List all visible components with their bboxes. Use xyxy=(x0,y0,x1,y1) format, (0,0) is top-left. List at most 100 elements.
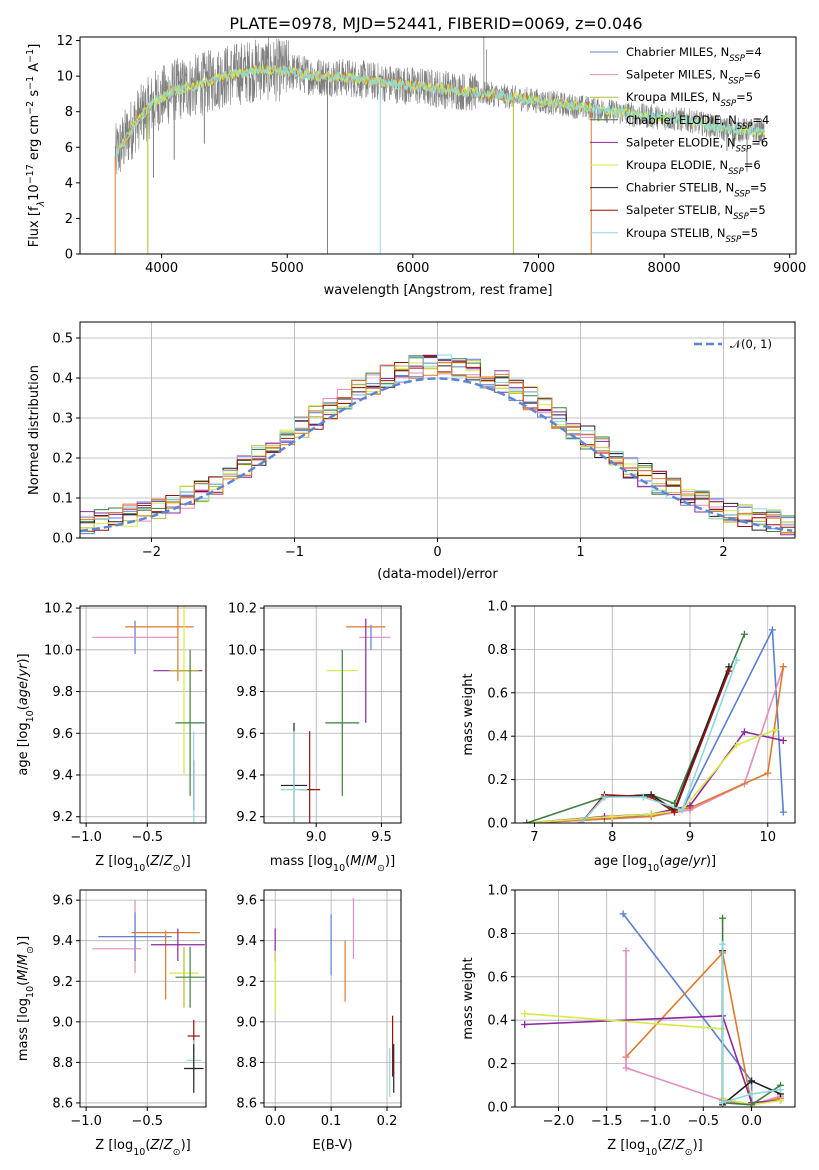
x-tick-label: −1.0 xyxy=(70,830,102,845)
legend-sub: SSP xyxy=(736,144,752,154)
x-tick-label: −0.5 xyxy=(131,1114,163,1129)
label-part: age [log xyxy=(594,854,647,869)
weight-line xyxy=(524,1015,781,1104)
y-tick-label: 10.2 xyxy=(44,602,73,617)
legend-sub: SSP xyxy=(733,212,749,222)
label-part: yr xyxy=(16,662,31,678)
x-tick-label: 10 xyxy=(760,830,777,845)
plot-area xyxy=(523,626,787,823)
panel-mass-vs-Z: −1.0 −0.58.68.89.09.29.49.6Z [log10(Z/Z⊙)… xyxy=(16,889,207,1158)
panel-mass-vs-EBV: 0.0 0.1 0.2 8.6 8.8 9.0 9.2 9.4 9.6 E(B-V) xyxy=(236,889,402,1153)
legend-sub: SSP xyxy=(728,77,744,87)
y-tick-label: 10.2 xyxy=(228,602,257,617)
y-tick-label: 1.0 xyxy=(487,884,508,899)
label-part: mass [log xyxy=(16,998,31,1061)
x-tick-label: −0.5 xyxy=(687,1114,719,1129)
x-tick-label: −1.5 xyxy=(591,1114,623,1129)
y-tick-label: 9.6 xyxy=(52,894,73,909)
label-part: / xyxy=(689,854,694,869)
y-tick-label: 4 xyxy=(65,176,73,191)
y-axis-label: Normed distribution xyxy=(27,365,42,495)
label-part: λ xyxy=(36,201,47,208)
x-tick-label: 8 xyxy=(608,830,616,845)
legend-text: =4 xyxy=(752,113,769,127)
legend-text: Salpeter STELIB, N xyxy=(626,203,733,217)
y-axis-label: mass weight xyxy=(461,957,476,1039)
weight-line xyxy=(526,728,776,823)
y-axis-label: mass weight xyxy=(461,673,476,755)
error-bar-point xyxy=(175,649,205,796)
label-part: 10 xyxy=(27,184,42,201)
data-spectrum xyxy=(114,37,765,175)
label-part: 10 xyxy=(333,863,345,874)
legend-text: Salpeter MILES, N xyxy=(626,68,728,82)
y-tick-label: 9.2 xyxy=(236,810,257,825)
legend-text: =5 xyxy=(741,226,758,240)
error-bar-point xyxy=(183,1044,204,1093)
legend-label: Kroupa ELODIE, NSSP=6 xyxy=(626,158,761,177)
legend-sub: SSP xyxy=(728,167,744,177)
y-tick-label: 0.2 xyxy=(487,773,508,788)
plot-area xyxy=(80,354,795,536)
y-tick-label: 9.4 xyxy=(52,769,73,784)
y-tick-label: 0.6 xyxy=(487,686,508,701)
legend-text: Kroupa STELIB, N xyxy=(626,226,726,240)
weight-line xyxy=(622,913,753,1105)
label-part: −2 xyxy=(25,101,36,115)
label-part: / xyxy=(16,676,31,681)
x-tick-label: 4000 xyxy=(145,261,178,276)
y-tick-label: 0.1 xyxy=(52,492,73,507)
legend-text: =5 xyxy=(750,181,767,195)
label-part: ( xyxy=(145,854,150,869)
y-tick-label: 0.2 xyxy=(52,452,73,467)
y-tick-label: 9.2 xyxy=(52,975,73,990)
label-part: ⊙ xyxy=(173,1147,181,1158)
panel-weights-vs-Z: −2.0 −1.5 −1.0 −0.5 0.0 0.0 0.2 0.4 0.6 0.8 1.0 Z [… xyxy=(461,884,796,1158)
legend-text: =5 xyxy=(749,203,766,217)
weight-series xyxy=(523,663,787,823)
label-part: −1 xyxy=(25,76,36,90)
y-tick-label: 8.8 xyxy=(52,1056,73,1071)
legend-text: Chabrier STELIB, N xyxy=(626,181,734,195)
legend-label: Chabrier ELODIE, NSSP=4 xyxy=(626,113,769,132)
label-part: Z [log xyxy=(607,1138,645,1153)
x-tick-label: −1.0 xyxy=(639,1114,671,1129)
x-tick-label: 9.5 xyxy=(371,830,392,845)
y-tick-label: 9.8 xyxy=(52,685,73,700)
label-part: age xyxy=(16,681,31,705)
x-tick-label: 2 xyxy=(719,545,727,560)
label-part: Z [log xyxy=(95,854,133,869)
label-part: ( xyxy=(16,705,31,710)
plot-area xyxy=(280,618,391,823)
label-part: E(B-V) xyxy=(312,1138,352,1153)
y-tick-label: 1.0 xyxy=(487,600,508,615)
y-tick-label: 2 xyxy=(65,212,73,227)
y-tick-label: 0.4 xyxy=(52,372,73,387)
label-part: −1 xyxy=(25,49,36,63)
y-tick-label: 12 xyxy=(56,34,73,49)
model-spectrum xyxy=(115,62,766,159)
y-tick-label: 8.6 xyxy=(52,1096,73,1111)
label-part: 10 xyxy=(645,1147,657,1158)
y-axis-label: mass [log10(M/M⊙)] xyxy=(16,936,36,1061)
y-tick-label: 0.6 xyxy=(487,970,508,985)
legend-label: Kroupa STELIB, NSSP=5 xyxy=(626,226,758,245)
legend-sub: SSP xyxy=(729,54,745,64)
label-part: )] xyxy=(16,653,31,663)
model-spectrum xyxy=(115,63,592,159)
label-part: 10 xyxy=(647,863,659,874)
x-tick-label: 8000 xyxy=(648,261,681,276)
x-tick-label: −1.0 xyxy=(70,1114,102,1129)
normal-curve xyxy=(80,377,793,533)
label-part: −17 xyxy=(25,164,36,184)
weight-series xyxy=(719,940,785,1107)
figure-title: PLATE=0978, MJD=52441, FIBERID=0069, z=0… xyxy=(229,14,642,33)
legend-sub: SSP xyxy=(737,122,753,132)
x-tick-label: 0.1 xyxy=(321,1114,342,1129)
weight-series xyxy=(577,656,741,823)
weight-series xyxy=(521,1010,785,1107)
legend-text: Salpeter ELODIE, N xyxy=(626,135,736,149)
axes-frame xyxy=(79,605,207,824)
histogram-series xyxy=(80,362,795,534)
x-axis-label: Z [log10(Z/Z⊙)] xyxy=(95,854,190,874)
